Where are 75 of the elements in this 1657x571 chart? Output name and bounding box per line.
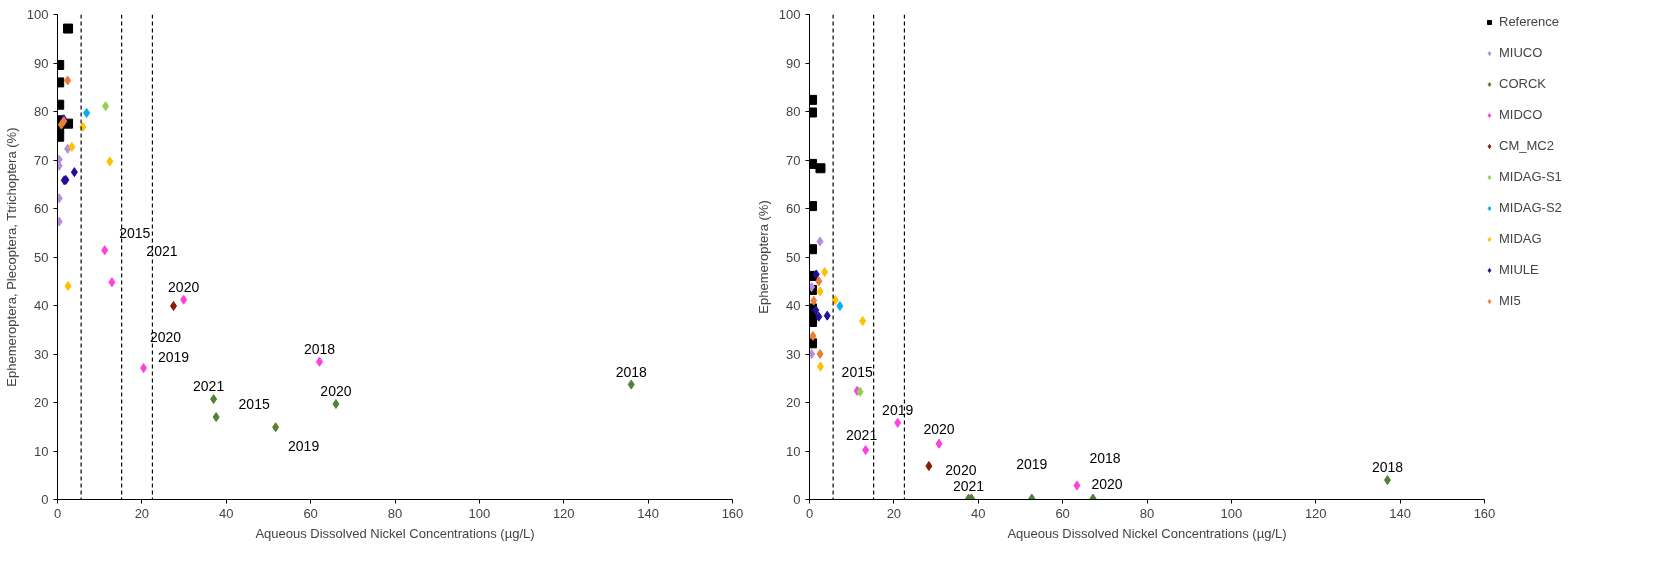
x-tick-label: 60 [1055,505,1070,521]
legend-label: MIDAG [1499,231,1542,246]
x-tick-label: 0 [805,505,814,521]
annotation: 2020 [923,420,955,437]
annotation: 2015 [119,225,151,242]
legend-label: MIDAG-S1 [1499,169,1562,184]
y-tick-label: 10 [786,443,801,459]
y-tick-label: 40 [786,298,801,313]
annotation: 2018 [615,363,648,380]
x-axis-title: Aqueous Dissolved Nickel Concentrations (µg/L) [255,525,535,541]
y-tick-label: 40 [34,298,49,313]
y-tick-label: 30 [34,346,49,362]
annotation: 2020 [945,462,977,479]
legend-label: MIDCO [1499,107,1543,122]
legend-label: MIULE [1499,262,1539,277]
annotation: 2019 [882,401,914,418]
annotation: 2018 [303,340,336,357]
y-tick-label: 0 [41,492,49,507]
annotation: 2019 [1016,455,1048,472]
x-tick-label: 80 [1139,505,1155,521]
annotation: 2021 [846,427,878,444]
x-tick-label: 160 [1473,505,1496,521]
y-tick-label: 100 [778,7,801,22]
annotation: 2018 [1089,450,1121,467]
legend-label: Reference [1499,14,1559,29]
y-tick-label: 70 [34,152,49,168]
x-axis-title: Aqueous Dissolved Nickel Concentrations (µg/L) [1007,525,1287,541]
x-tick-label: 80 [387,505,403,521]
legend-label: CM_MC2 [1499,138,1554,153]
y-tick-label: 100 [26,7,49,22]
y-tick-label: 20 [786,395,801,410]
annotation: 2019 [157,349,190,366]
y-tick-label: 60 [786,201,801,216]
x-tick-label: 20 [134,505,150,521]
x-tick-label: 0 [53,505,62,521]
annotation: 2015 [238,396,270,413]
x-tick-label: 140 [1389,505,1411,521]
y-tick-label: 50 [34,249,49,265]
annotation: 2021 [193,378,225,395]
y-tick-label: 90 [34,55,49,71]
y-tick-label: 80 [786,104,801,119]
annotation: 2019 [288,438,320,455]
x-tick-label: 140 [637,505,659,521]
y-axis-title: Ephemeroptera, Plecoptera, Ttrichoptera (%) [3,127,19,387]
annotation: 2018 [1371,459,1404,476]
annotation: 2020 [168,278,200,295]
annotation: 2020 [149,328,182,345]
y-tick-label: 60 [34,201,49,216]
y-axis-title: Ephemeroptera (%) [755,200,771,314]
x-tick-label: 100 [1220,505,1243,521]
legend-label: CORCK [1499,76,1546,91]
annotation: 2021 [146,243,178,260]
y-tick-label: 10 [34,443,49,459]
x-tick-label: 40 [219,505,234,521]
y-tick-label: 0 [793,492,801,507]
x-tick-label: 40 [971,505,986,521]
x-tick-label: 120 [1304,505,1327,521]
legend-label: MIDAG-S2 [1499,200,1562,215]
annotation: 2015 [841,363,873,380]
legend-label: MIUCO [1499,45,1543,60]
y-tick-label: 90 [786,55,801,71]
legend-label: MI5 [1499,293,1521,308]
annotation: 2020 [1091,475,1123,492]
x-tick-label: 60 [303,505,318,521]
y-tick-label: 50 [786,249,801,265]
x-tick-label: 20 [886,505,902,521]
x-tick-label: 160 [721,505,744,521]
y-tick-label: 80 [34,104,49,119]
y-tick-label: 20 [34,395,49,410]
x-tick-label: 120 [552,505,575,521]
x-tick-label: 100 [468,505,491,521]
annotation: 2020 [320,382,352,399]
y-tick-label: 30 [786,346,801,362]
annotation: 2021 [952,477,985,494]
y-tick-label: 70 [786,152,801,168]
